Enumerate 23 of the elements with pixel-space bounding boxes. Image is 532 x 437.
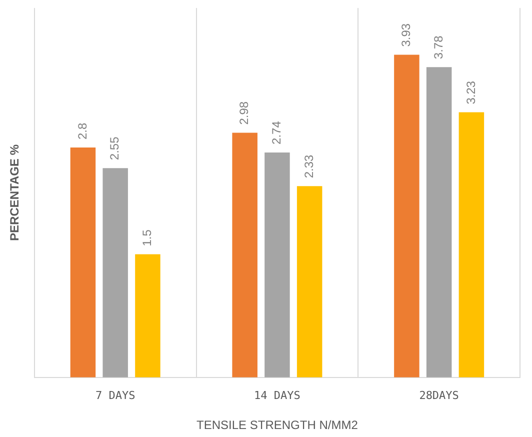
bar [394, 54, 420, 378]
data-label: 2.55 [108, 136, 122, 160]
bar [296, 186, 322, 378]
y-axis-title: PERCENTAGE % [8, 144, 22, 241]
x-tick-label: 14 DAYS [254, 388, 300, 402]
data-label: 3.93 [399, 23, 414, 47]
bar [102, 168, 128, 378]
bar [426, 67, 452, 378]
data-label: 2.98 [237, 101, 252, 125]
data-label: 2.8 [75, 122, 90, 140]
bar [232, 132, 258, 378]
data-label: 1.5 [140, 229, 154, 246]
bar [135, 254, 160, 378]
data-label: 2.74 [270, 120, 284, 144]
bar [70, 148, 96, 378]
data-label: 2.33 [302, 154, 316, 178]
data-label: 3.78 [431, 35, 446, 60]
x-tick-label: 28DAYS [419, 388, 459, 402]
data-label: 3.23 [464, 80, 478, 104]
bar [264, 152, 290, 378]
x-tick-label: 7 DAYS [95, 388, 136, 402]
x-axis-title: TENSILE STRENGTH N/MM2 [196, 418, 358, 432]
bar [458, 112, 484, 378]
